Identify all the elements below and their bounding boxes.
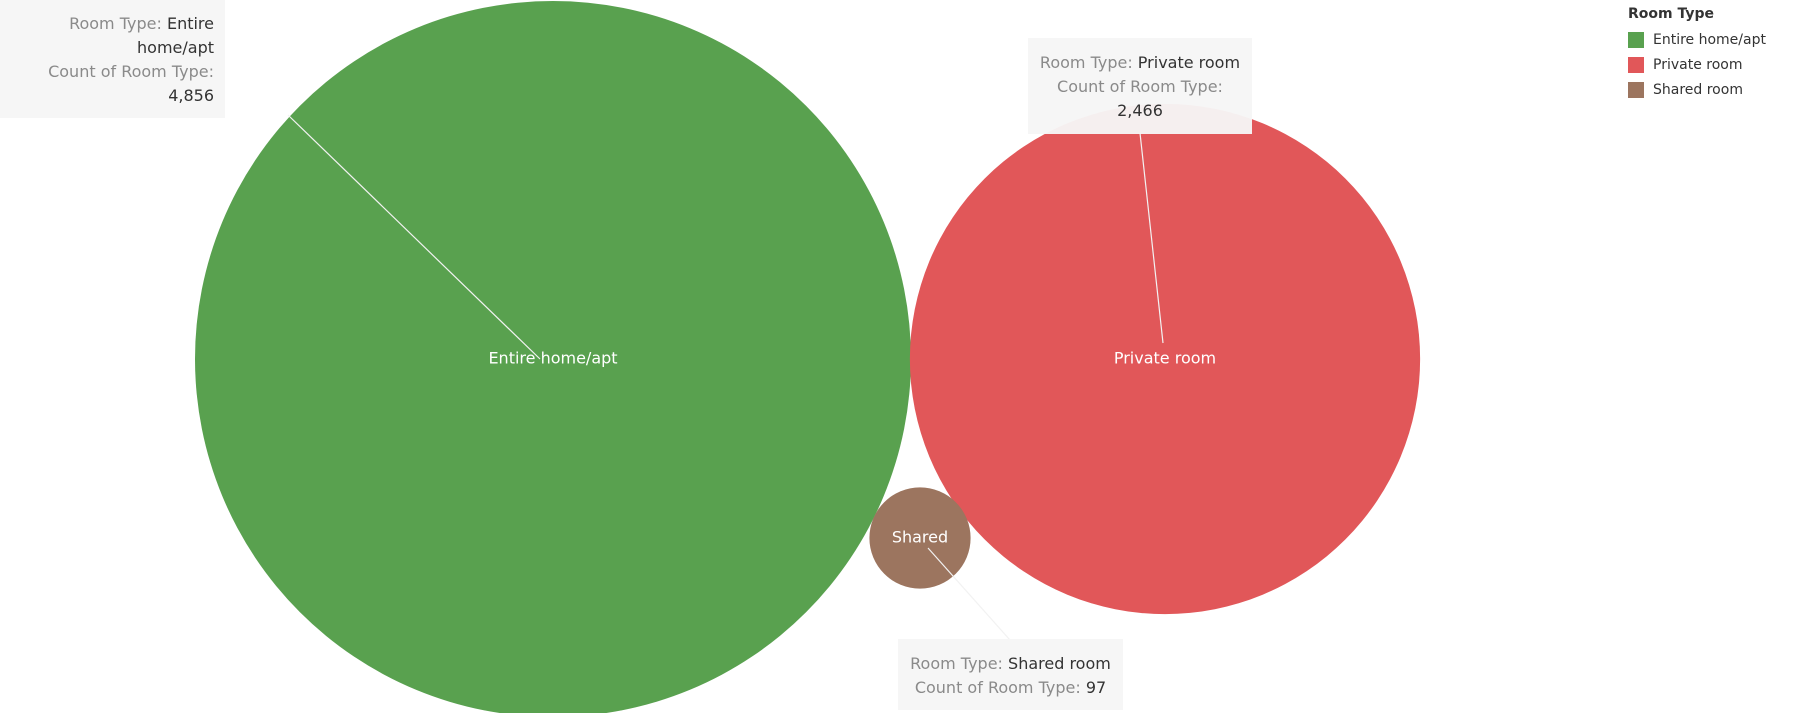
- bubble-entire-home[interactable]: [195, 1, 911, 713]
- bubble-private-room[interactable]: [909, 103, 1421, 615]
- legend-item-entire-home[interactable]: Entire home/apt: [1628, 27, 1766, 52]
- legend-title: Room Type: [1628, 6, 1715, 22]
- bubble-label-shared-room: Shared: [892, 528, 948, 547]
- annotation-text-entire-home-line-1: Room Type: Entire: [69, 14, 214, 33]
- annotation-connector-entire-home: [287, 114, 541, 360]
- annotation-text-entire-home-line-3: Count of Room Type:: [48, 62, 214, 81]
- annotation-box-private-room: [1028, 38, 1252, 134]
- annotation-connector-shared-room: [927, 547, 1011, 641]
- annotation-box-entire-home: [0, 0, 225, 118]
- legend-swatch-shared-room: [1628, 81, 1644, 98]
- legend-swatch-entire-home: [1628, 31, 1644, 48]
- bubble-label-private-room: Private room: [1114, 349, 1216, 368]
- annotation-text-private-room-line-1: Room Type: Private room: [1040, 53, 1240, 72]
- annotation-text-private-room-line-2: Count of Room Type:: [1057, 77, 1223, 96]
- legend-item-private-room[interactable]: Private room: [1628, 52, 1766, 77]
- legend-label-private-room: Private room: [1653, 56, 1743, 73]
- legend-label-entire-home: Entire home/apt: [1653, 31, 1766, 48]
- legend: Room Type Entire home/apt Private room S…: [1628, 6, 1766, 102]
- annotation-box-shared-room: [898, 639, 1123, 710]
- annotation-text-private-room-line-3: 2,466: [1117, 101, 1163, 120]
- legend-item-shared-room[interactable]: Shared room: [1628, 77, 1766, 102]
- annotation-text-shared-room-line-1: Room Type: Shared room: [910, 654, 1111, 673]
- annotation-text-entire-home-line-4: 4,856: [168, 86, 214, 105]
- annotation-text-shared-room-line-2: Count of Room Type: 97: [915, 678, 1106, 697]
- legend-swatch-private-room: [1628, 56, 1644, 73]
- annotation-connector-private-room: [1139, 132, 1164, 344]
- bubble-shared-room[interactable]: [869, 487, 971, 589]
- bubble-label-entire-home: Entire home/apt: [488, 349, 617, 368]
- annotation-text-entire-home-line-2: home/apt: [137, 38, 214, 57]
- legend-label-shared-room: Shared room: [1653, 81, 1743, 98]
